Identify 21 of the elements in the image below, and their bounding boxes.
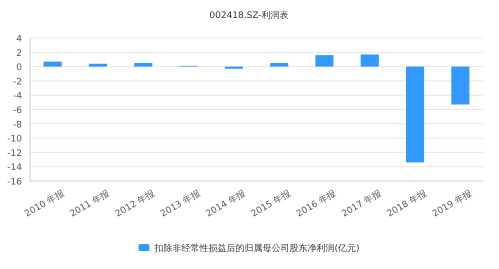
bar	[88, 64, 108, 67]
bar	[270, 63, 288, 67]
y-tick-label: -4	[13, 92, 22, 102]
bar	[134, 63, 152, 67]
y-tick-label: -16	[7, 178, 22, 188]
bar	[451, 66, 470, 104]
y-tick-label: -2	[13, 77, 22, 88]
chart-title: 002418.SZ-利润表	[209, 10, 289, 21]
bar	[44, 62, 62, 67]
y-tick-label: 4	[16, 34, 22, 44]
y-tick-label: -6	[13, 106, 22, 116]
y-tick-label: -14	[7, 163, 22, 174]
legend-label: 扣除非经常性损益后的归属母公司股东净利润(亿元)	[153, 243, 360, 254]
y-tick-label: -12	[7, 148, 22, 159]
bar	[315, 55, 334, 67]
bar	[406, 66, 424, 162]
y-tick-label: 0	[16, 63, 22, 74]
y-tick-label: 2	[16, 48, 22, 59]
bar	[360, 54, 379, 67]
y-tick-label: -10	[7, 134, 22, 145]
y-tick-label: -8	[13, 120, 22, 130]
